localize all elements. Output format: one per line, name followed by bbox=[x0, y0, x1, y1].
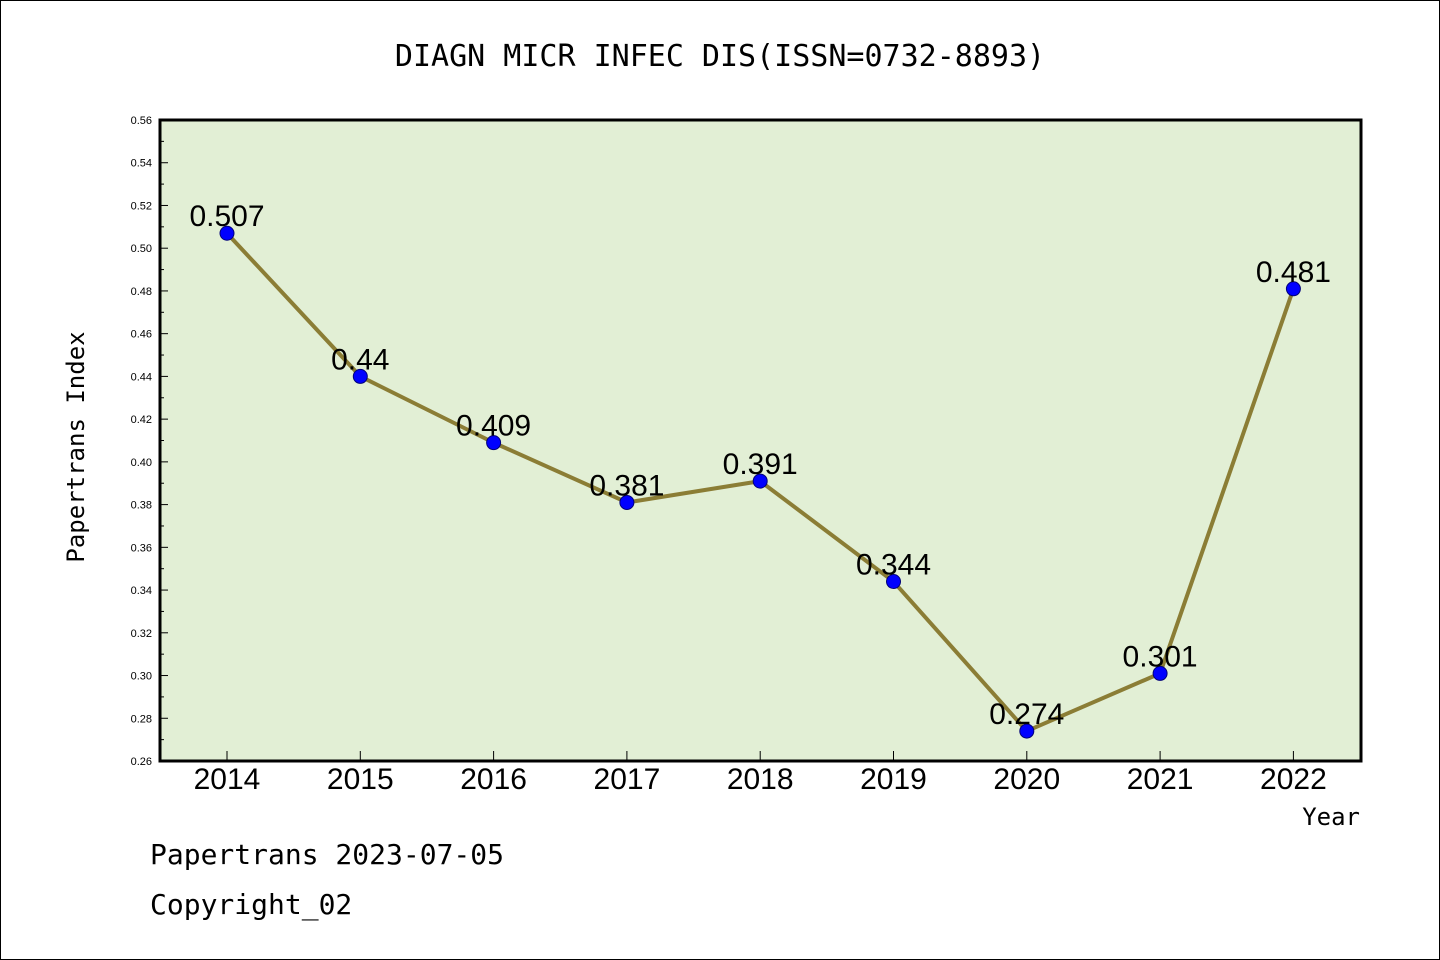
x-tick-label: 2017 bbox=[594, 763, 661, 796]
data-label: 0.344 bbox=[856, 549, 931, 582]
x-tick-label: 2015 bbox=[327, 763, 394, 796]
y-tick-label: 0.44 bbox=[131, 371, 152, 383]
footer-date: Papertrans 2023-07-05 bbox=[150, 838, 504, 871]
data-label: 0.409 bbox=[456, 410, 531, 443]
chart-title: DIAGN MICR INFEC DIS(ISSN=0732-8893) bbox=[395, 39, 1045, 74]
y-axis-title: Papertrans Index bbox=[62, 331, 90, 562]
data-point bbox=[1152, 665, 1168, 681]
y-tick-label: 0.40 bbox=[131, 457, 152, 469]
data-markers bbox=[219, 225, 1301, 739]
y-tick-label: 0.26 bbox=[131, 756, 152, 768]
x-axis: 2014 2015 2016 2017 2018 2019 2020 2021 2022 bbox=[194, 751, 1327, 796]
data-label: 0.391 bbox=[723, 448, 798, 481]
data-label: 0.481 bbox=[1256, 256, 1331, 289]
data-label: 0.301 bbox=[1123, 640, 1198, 673]
data-point bbox=[619, 494, 635, 510]
y-tick-label: 0.38 bbox=[131, 500, 152, 512]
y-tick-label: 0.34 bbox=[131, 585, 152, 597]
data-label: 0.381 bbox=[589, 469, 664, 502]
y-axis: 0.26 0.28 0.30 0.32 0.34 0.36 0.38 0.40 0.42 0.44… bbox=[131, 115, 168, 768]
y-tick-label: 0.32 bbox=[131, 628, 152, 640]
data-point bbox=[486, 435, 502, 451]
y-tick-label: 0.56 bbox=[131, 115, 152, 127]
y-tick-label: 0.54 bbox=[131, 158, 152, 170]
y-tick-label: 0.42 bbox=[131, 414, 152, 426]
y-tick-label: 0.50 bbox=[131, 243, 152, 255]
y-tick-label: 0.48 bbox=[131, 286, 152, 298]
plot-area bbox=[158, 118, 1363, 763]
footer-copyright: Copyright_02 bbox=[150, 888, 352, 922]
data-point bbox=[752, 473, 768, 489]
data-point bbox=[219, 225, 235, 241]
data-point bbox=[1285, 281, 1301, 297]
x-tick-label: 2016 bbox=[460, 763, 527, 796]
data-label: 0.44 bbox=[331, 343, 389, 376]
data-labels: 0.507 0.44 0.409 0.381 0.391 0.344 0.274 0.301 0… bbox=[189, 200, 1330, 731]
data-label: 0.274 bbox=[989, 698, 1064, 731]
data-point bbox=[886, 574, 901, 590]
data-point bbox=[352, 368, 368, 384]
x-tick-label: 2021 bbox=[1127, 763, 1194, 796]
x-tick-label: 2019 bbox=[860, 763, 927, 796]
x-tick-label: 2022 bbox=[1260, 763, 1327, 796]
x-tick-label: 2020 bbox=[993, 763, 1060, 796]
x-tick-label: 2018 bbox=[727, 763, 794, 796]
y-tick-label: 0.28 bbox=[131, 713, 152, 725]
y-tick-label: 0.30 bbox=[131, 671, 152, 683]
y-tick-label: 0.36 bbox=[131, 542, 152, 554]
x-tick-label: 2014 bbox=[194, 763, 261, 796]
y-tick-label: 0.52 bbox=[131, 200, 152, 212]
x-axis-title: Year bbox=[1302, 803, 1360, 831]
data-label: 0.507 bbox=[189, 200, 264, 233]
data-point bbox=[1019, 723, 1035, 739]
y-tick-label: 0.46 bbox=[131, 329, 152, 341]
